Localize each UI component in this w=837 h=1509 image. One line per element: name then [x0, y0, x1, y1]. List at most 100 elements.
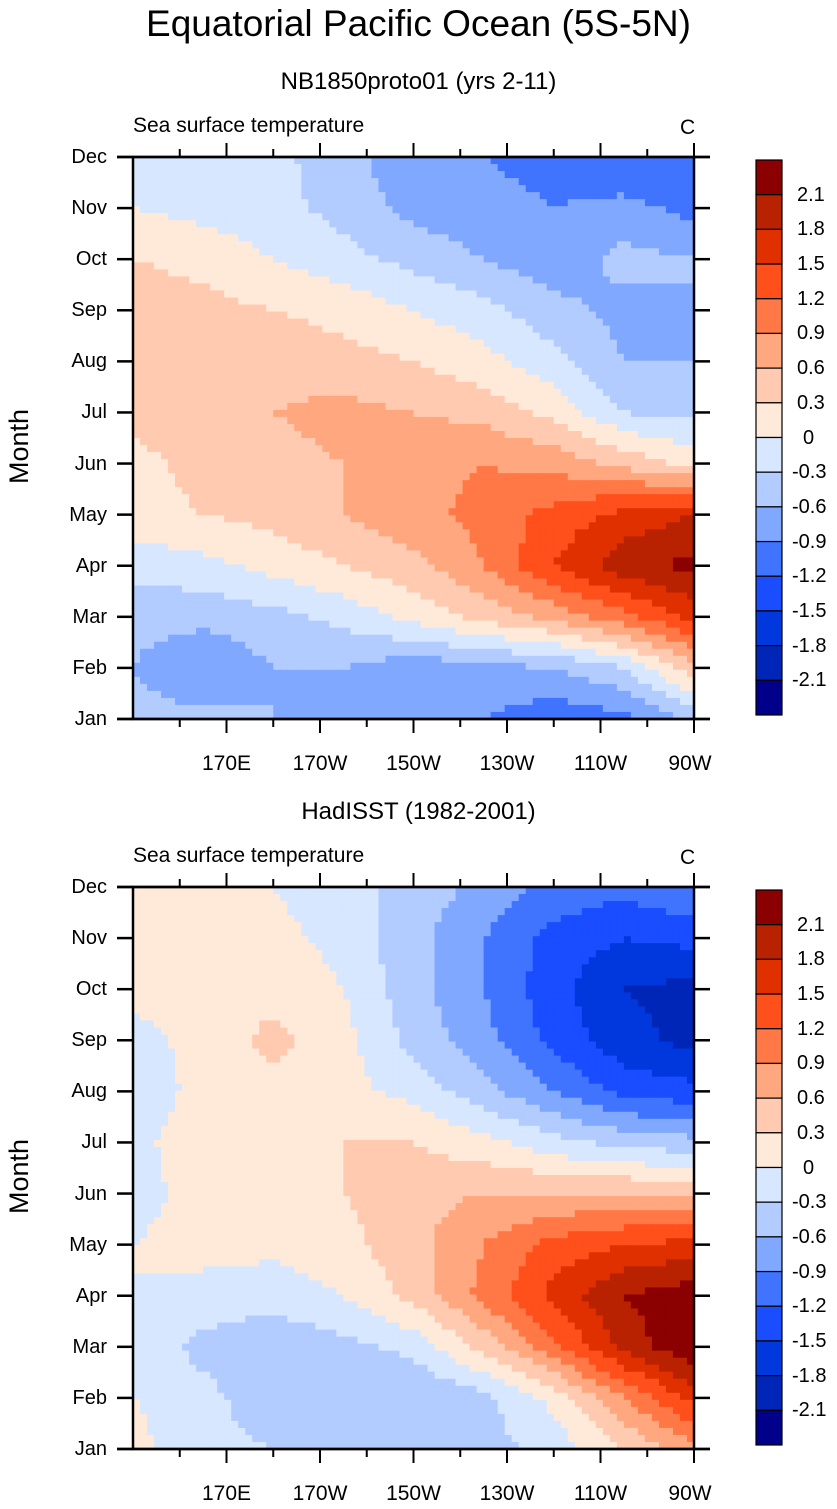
undefined	[252, 290, 260, 299]
undefined	[252, 487, 260, 495]
undefined	[161, 571, 169, 580]
undefined	[560, 185, 569, 193]
undefined	[364, 164, 373, 172]
undefined	[350, 283, 358, 292]
undefined	[518, 290, 527, 299]
undefined	[378, 332, 387, 341]
undefined	[441, 283, 450, 292]
undefined	[420, 164, 429, 172]
undefined	[574, 262, 583, 271]
undefined	[504, 262, 513, 271]
undefined	[518, 192, 527, 200]
undefined	[462, 571, 471, 580]
undefined	[644, 508, 653, 516]
undefined	[672, 164, 681, 172]
undefined	[364, 459, 373, 467]
undefined	[210, 438, 218, 446]
undefined	[644, 325, 653, 334]
undefined	[154, 164, 162, 172]
undefined	[245, 571, 253, 580]
undefined	[462, 515, 471, 523]
undefined	[336, 332, 344, 341]
undefined	[203, 557, 211, 566]
undefined	[196, 585, 204, 594]
undefined	[147, 199, 155, 207]
undefined	[336, 255, 344, 263]
undefined	[427, 416, 436, 425]
undefined	[224, 325, 232, 334]
undefined	[665, 557, 674, 566]
undefined	[483, 227, 492, 235]
undefined	[448, 508, 457, 516]
undefined	[581, 557, 590, 566]
undefined	[630, 402, 639, 411]
undefined	[483, 325, 492, 334]
undefined	[511, 522, 520, 530]
undefined	[413, 311, 422, 320]
undefined	[490, 395, 499, 404]
undefined	[273, 508, 281, 516]
undefined	[588, 445, 597, 453]
undefined	[637, 248, 646, 256]
undefined	[518, 536, 527, 544]
undefined	[616, 536, 625, 544]
undefined	[154, 171, 162, 179]
undefined	[259, 388, 267, 397]
undefined	[406, 459, 415, 467]
undefined	[308, 480, 316, 488]
undefined	[476, 360, 485, 369]
undefined	[469, 241, 478, 249]
undefined	[315, 360, 323, 369]
undefined	[378, 466, 387, 474]
undefined	[413, 536, 422, 544]
undefined	[273, 578, 281, 587]
undefined	[273, 522, 281, 530]
undefined	[588, 164, 597, 172]
undefined	[259, 227, 267, 235]
undefined	[189, 585, 197, 594]
undefined	[133, 423, 141, 432]
undefined	[420, 283, 429, 292]
undefined	[448, 290, 457, 299]
undefined	[196, 402, 204, 411]
undefined	[168, 557, 176, 566]
undefined	[637, 480, 646, 488]
undefined	[203, 367, 211, 376]
undefined	[287, 248, 295, 256]
undefined	[469, 276, 478, 285]
undefined	[196, 199, 204, 207]
undefined	[553, 220, 562, 228]
undefined	[427, 304, 436, 313]
undefined	[602, 459, 611, 467]
undefined	[595, 227, 604, 235]
undefined	[560, 536, 569, 544]
undefined	[658, 473, 667, 481]
undefined	[644, 585, 653, 594]
undefined	[224, 515, 232, 523]
undefined	[203, 325, 211, 334]
undefined	[210, 416, 218, 425]
undefined	[287, 199, 295, 207]
undefined	[357, 508, 366, 516]
undefined	[651, 325, 660, 334]
undefined	[238, 430, 246, 439]
undefined	[266, 564, 274, 573]
undefined	[644, 367, 653, 376]
undefined	[154, 374, 162, 383]
undefined	[259, 494, 267, 502]
undefined	[567, 290, 576, 299]
undefined	[385, 297, 394, 306]
undefined	[497, 409, 506, 418]
undefined	[679, 487, 688, 495]
undefined	[490, 543, 499, 552]
undefined	[168, 248, 176, 256]
undefined	[672, 157, 681, 165]
undefined	[329, 234, 337, 242]
undefined	[679, 515, 688, 523]
undefined	[231, 438, 239, 446]
undefined	[427, 445, 436, 453]
undefined	[448, 374, 457, 383]
undefined	[497, 473, 506, 481]
undefined	[511, 473, 520, 481]
undefined	[175, 430, 183, 439]
